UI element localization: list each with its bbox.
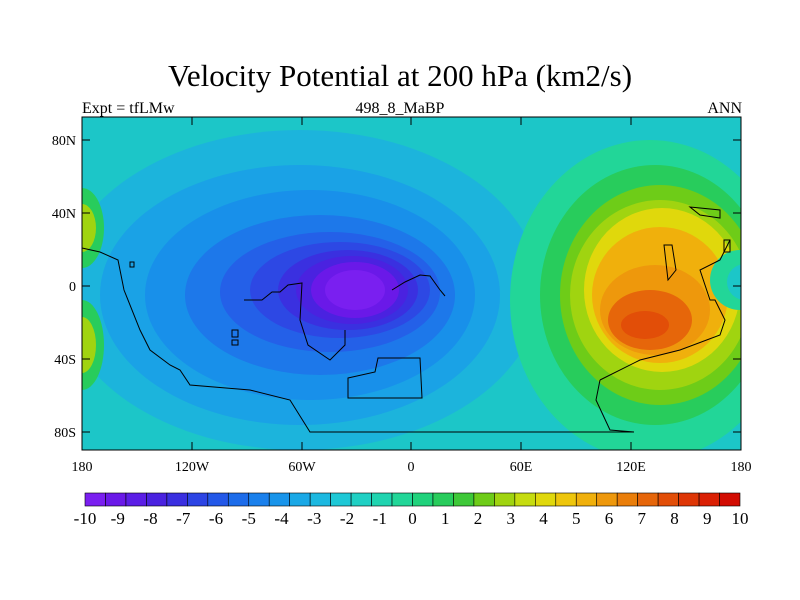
lon-tick-label: 120W xyxy=(175,460,210,475)
colorbar-box xyxy=(453,492,475,507)
colorbar-label: 9 xyxy=(703,509,712,528)
lon-tick-label: 60W xyxy=(288,460,316,475)
colorbar-label: -5 xyxy=(242,509,256,528)
lat-tick-label: 80N xyxy=(52,134,76,149)
colorbar-label: 6 xyxy=(605,509,614,528)
colorbar-box xyxy=(719,492,741,507)
colorbar-label: 10 xyxy=(732,509,749,528)
coastlines xyxy=(81,206,731,433)
lon-tick-label: 120E xyxy=(616,460,646,475)
colorbar-box xyxy=(371,492,393,507)
colorbar-box xyxy=(166,492,188,507)
latitude-axis: 80N 40N 0 40S 80S xyxy=(52,134,741,441)
colorbar-label: 7 xyxy=(638,509,647,528)
colorbar-box xyxy=(657,492,679,507)
colorbar-box xyxy=(330,492,352,507)
lon-tick-label: 0 xyxy=(408,460,415,475)
colorbar-box xyxy=(678,492,700,507)
colorbar-box xyxy=(616,492,638,507)
colorbar-box xyxy=(207,492,229,507)
season-label: ANN xyxy=(707,100,742,117)
colorbar-box xyxy=(596,492,618,507)
longitude-axis: 180 120W 60W 0 60E 120E 180 xyxy=(72,117,752,475)
colorbar-label: -1 xyxy=(373,509,387,528)
colorbar-label: -8 xyxy=(143,509,157,528)
colorbar-box xyxy=(105,492,127,507)
colorbar-label: -9 xyxy=(111,509,125,528)
lat-tick-label: 40N xyxy=(52,207,76,222)
colorbar-label: 3 xyxy=(507,509,516,528)
plot-title: Velocity Potential at 200 hPa (km2/s) xyxy=(167,58,633,93)
lon-tick-label: 60E xyxy=(510,460,533,475)
colorbar-label: 0 xyxy=(408,509,417,528)
colorbar-label: -7 xyxy=(176,509,191,528)
colorbar-box xyxy=(391,492,413,507)
colorbar-label: 1 xyxy=(441,509,450,528)
colorbar-box xyxy=(575,492,598,507)
colorbar-label: 5 xyxy=(572,509,581,528)
lat-tick-label: 0 xyxy=(69,280,76,295)
colorbar-box xyxy=(535,492,557,507)
colorbar-box xyxy=(125,492,147,507)
colorbar: -10 -9 -8 -7 -6 -5 -4 -3 -2 -1 0 1 2 3 4 5 6 7 8 9 10 xyxy=(74,492,749,528)
colorbar-label: 2 xyxy=(474,509,483,528)
colorbar-label: 4 xyxy=(539,509,548,528)
period-label: 498_8_MaBP xyxy=(355,100,445,117)
contour-field xyxy=(82,117,741,450)
colorbar-box xyxy=(227,492,250,507)
colorbar-box xyxy=(637,492,659,507)
colorbar-box xyxy=(412,492,434,507)
colorbar-label: -10 xyxy=(74,509,97,528)
colorbar-box xyxy=(514,492,536,507)
colorbar-box xyxy=(494,492,516,507)
colorbar-label: -4 xyxy=(274,509,289,528)
lat-tick-label: 40S xyxy=(54,353,76,368)
colorbar-label: 8 xyxy=(670,509,679,528)
colorbar-box xyxy=(432,492,454,507)
lon-tick-label: 180 xyxy=(72,460,93,475)
colorbar-box xyxy=(698,492,720,507)
lon-tick-label: 180 xyxy=(731,460,752,475)
lat-tick-label: 80S xyxy=(54,426,76,441)
colorbar-box xyxy=(289,492,311,507)
experiment-label: Expt = tfLMw xyxy=(82,100,175,117)
colorbar-box xyxy=(187,492,209,507)
colorbar-box xyxy=(350,492,372,507)
colorbar-label: -6 xyxy=(209,509,223,528)
colorbar-box xyxy=(84,492,106,507)
colorbar-box xyxy=(473,492,495,507)
colorbar-label: -2 xyxy=(340,509,354,528)
colorbar-box xyxy=(146,492,168,507)
colorbar-box xyxy=(248,492,270,507)
colorbar-box xyxy=(309,492,331,507)
colorbar-box xyxy=(268,492,290,507)
colorbar-box xyxy=(555,492,577,507)
colorbar-label: -3 xyxy=(307,509,321,528)
